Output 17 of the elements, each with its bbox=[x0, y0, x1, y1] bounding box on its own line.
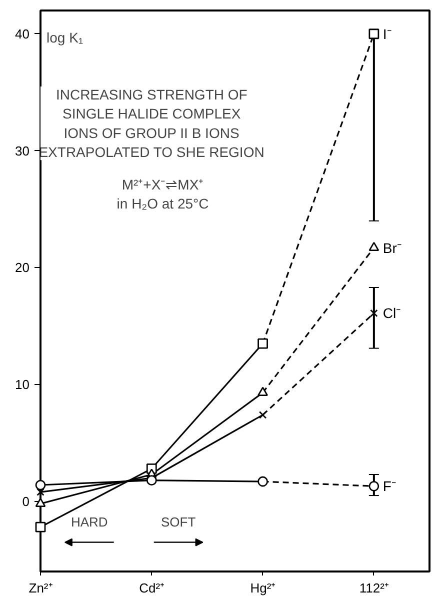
y-tick-label: 40 bbox=[15, 26, 30, 42]
series-label: Cl⁻ bbox=[382, 305, 402, 322]
text: M²⁺+X⁻⇌MX⁺ in H₂O at 25°C bbox=[116, 176, 209, 212]
x-tick-label: Cd²⁺ bbox=[139, 580, 164, 596]
series-label: Br⁻ bbox=[382, 240, 402, 256]
y-tick-label: 0 bbox=[22, 494, 30, 509]
series-label: I⁻ bbox=[382, 26, 392, 42]
series-label: F⁻ bbox=[382, 478, 396, 494]
y-tick-label: 20 bbox=[15, 260, 30, 276]
x-tick-label: Hg²⁺ bbox=[250, 580, 276, 596]
annotation: HARD bbox=[70, 514, 108, 530]
y-axis-title: log K₁ bbox=[46, 30, 84, 46]
y-tick-label: 10 bbox=[15, 377, 30, 392]
annotation: SOFT bbox=[160, 514, 196, 530]
x-tick-label: 112²⁺ bbox=[359, 580, 388, 596]
x-tick-label: Zn²⁺ bbox=[28, 580, 52, 596]
y-tick-label: 30 bbox=[15, 143, 30, 158]
